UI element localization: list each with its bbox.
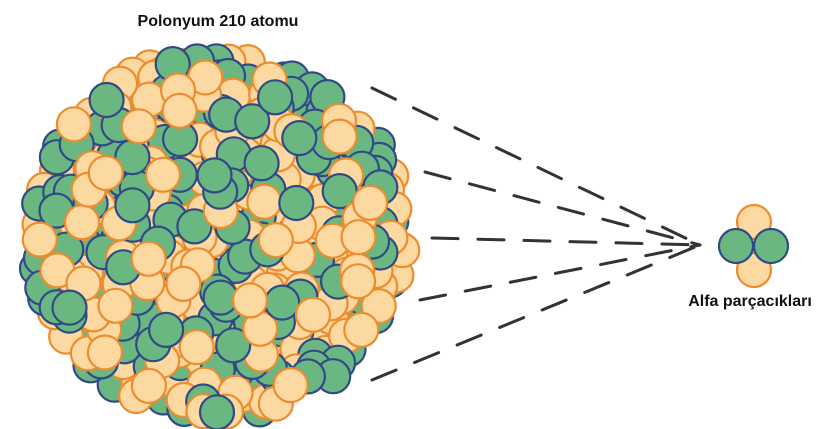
proton [257, 222, 294, 259]
proton [55, 106, 93, 143]
alpha-trail-1 [370, 86, 702, 247]
proton [340, 219, 377, 256]
neutron [198, 394, 236, 429]
neutron [281, 120, 318, 157]
neutron [234, 103, 271, 140]
proton [130, 367, 167, 404]
proton [120, 108, 157, 145]
proton [63, 204, 101, 241]
proton [165, 265, 202, 302]
neutron [264, 284, 301, 321]
neutron [278, 184, 315, 222]
alpha-particle-trails [370, 86, 702, 382]
proton [352, 184, 389, 221]
proton [161, 92, 198, 129]
alpha-trail-4 [418, 243, 702, 302]
proton [21, 221, 58, 258]
alpha-trail-5 [370, 243, 702, 382]
proton [86, 334, 124, 371]
proton [178, 329, 215, 366]
proton [87, 154, 124, 192]
alpha-trail-2 [423, 170, 702, 247]
nucleus-title: Polonyum 210 atomu [138, 13, 299, 30]
alpha-neutron [717, 227, 755, 265]
proton [294, 296, 332, 333]
neutron [88, 81, 125, 119]
neutron [114, 187, 151, 224]
proton [144, 156, 182, 193]
alpha-trail-3 [430, 236, 702, 247]
neutron [215, 327, 252, 364]
polonium-nucleus [18, 43, 421, 429]
proton [272, 367, 309, 404]
alpha-particle-label: Alfa parçacıkları [688, 293, 812, 310]
proton [97, 287, 134, 324]
alpha-particle [717, 203, 790, 289]
proton [343, 311, 380, 348]
neutron [257, 79, 294, 116]
neutron [51, 289, 88, 326]
proton [130, 240, 167, 277]
proton [340, 263, 377, 300]
neutron [148, 311, 185, 348]
alpha-neutron [752, 227, 790, 265]
proton [246, 183, 283, 220]
neutron [243, 145, 280, 182]
proton [231, 282, 269, 319]
neutron [196, 157, 233, 194]
proton [321, 118, 358, 155]
